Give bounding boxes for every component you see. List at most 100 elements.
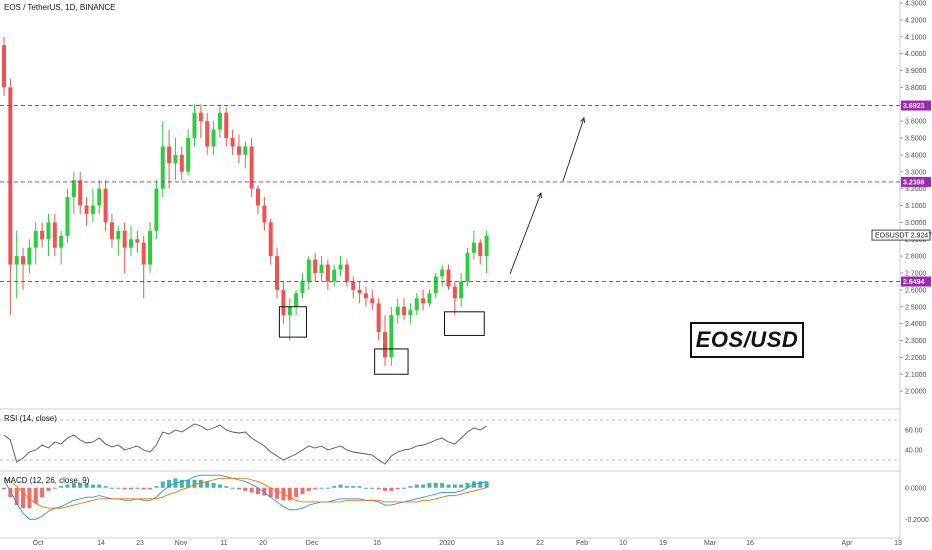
macd-histogram-bar [33, 487, 38, 504]
macd-histogram-bar [332, 486, 337, 488]
macd-histogram-bar [97, 484, 102, 488]
candle-body [59, 235, 64, 248]
candle-body [154, 188, 159, 231]
candle-body [192, 112, 197, 138]
candle-body [90, 205, 95, 214]
price-tick-label: 2.6000 [905, 287, 927, 294]
candle-body [33, 230, 38, 248]
time-tick-label: 13 [496, 540, 504, 547]
candle-body [446, 269, 451, 287]
macd-histogram-bar [135, 487, 140, 489]
candle-body [440, 269, 445, 277]
price-tick-label: 3.0000 [905, 220, 927, 227]
time-tick-label: 2020 [439, 540, 455, 547]
price-tick-label: 2.0000 [905, 389, 927, 396]
price-tick-label: 3.8000 [905, 85, 927, 92]
candle-body [395, 306, 400, 316]
symbol-title: EOS / TetherUS, 1D, BINANCE [4, 3, 116, 12]
level-badge-label: 3.6923 [903, 103, 925, 110]
macd-histogram-bar [459, 484, 464, 488]
candle-body [21, 256, 26, 265]
low-highlight-box [374, 348, 409, 375]
macd-histogram-bar [236, 487, 241, 490]
macd-histogram-bar [294, 487, 299, 498]
candle-body [287, 306, 292, 316]
macd-histogram-bar [338, 484, 343, 488]
macd-histogram-bar [465, 483, 470, 488]
candle-body [179, 154, 184, 172]
candle-body [173, 154, 178, 164]
macd-histogram-bar [452, 484, 457, 488]
macd-histogram-bar [414, 484, 419, 488]
eos-usd-annotation: EOS/USD [690, 322, 804, 358]
candle-body [414, 298, 419, 311]
macd-histogram-bar [484, 481, 489, 488]
current-price-label: EOSUSDT 2.9247 [875, 233, 932, 240]
macd-histogram-bar [8, 487, 13, 498]
level-badge [901, 100, 931, 111]
macd-histogram-bar [325, 487, 330, 489]
time-tick-label: Nov [175, 540, 188, 547]
macd-histogram-bar [256, 487, 260, 495]
macd-histogram-bar [408, 486, 413, 488]
macd-histogram-bar [313, 487, 318, 490]
candle-body [249, 146, 254, 189]
candle-body [256, 188, 260, 206]
candle-body [389, 315, 394, 358]
candle-body [338, 264, 343, 270]
macd-histogram-bar [478, 481, 483, 488]
macd-histogram-bar [427, 483, 432, 488]
candle-body [129, 239, 133, 248]
price-tick-label: 4.2000 [905, 17, 927, 24]
candle-body [459, 281, 464, 299]
macd-histogram-bar [46, 487, 51, 491]
candle-body [262, 205, 267, 223]
macd-histogram-bar [78, 483, 83, 488]
candle-body [325, 264, 330, 282]
time-tick-label: 22 [536, 540, 544, 547]
price-tick-label: 3.9000 [905, 68, 927, 75]
price-tick-label: 2.3000 [905, 338, 927, 345]
macd-histogram-bar [71, 483, 76, 488]
time-tick-label: 19 [659, 540, 667, 547]
candle-body [224, 112, 229, 138]
low-highlight-box [444, 311, 485, 336]
macd-histogram-bar [376, 487, 381, 490]
macd-line [3, 474, 487, 520]
macd-histogram-bar [306, 487, 311, 491]
candle-body [351, 281, 356, 290]
candle-body [275, 256, 280, 290]
rsi-tick-label: 60.00 [905, 428, 923, 435]
macd-histogram-bar [40, 487, 45, 498]
macd-histogram-bar [319, 487, 324, 489]
arrow-head [580, 117, 586, 124]
time-tick-label: Oct [33, 540, 44, 547]
macd-histogram-bar [440, 483, 445, 488]
candle-body [363, 293, 368, 299]
price-tick-label: 2.4000 [905, 321, 927, 328]
candle-body [217, 112, 222, 130]
macd-histogram-bar [446, 484, 451, 488]
level-badge-label: 2.6494 [903, 279, 925, 286]
macd-histogram-bar [90, 484, 95, 488]
candle-body [205, 121, 210, 147]
macd-histogram-bar [402, 487, 407, 489]
macd-tick-label: -0.2000 [905, 517, 929, 524]
candle-body [402, 306, 407, 316]
candle-body [306, 259, 311, 282]
price-tick-label: 3.3000 [905, 169, 927, 176]
candle-body [186, 138, 191, 172]
candle-body [236, 146, 241, 155]
macd-histogram-bar [109, 487, 114, 489]
macd-histogram-bar [59, 486, 64, 488]
macd-histogram-bar [179, 479, 184, 488]
rsi-label: RSI (14, close) [4, 414, 57, 423]
macd-histogram-bar [160, 481, 165, 488]
macd-histogram-bar [211, 483, 216, 488]
macd-histogram-bar [198, 479, 203, 488]
price-tick-label: 2.5000 [905, 304, 927, 311]
macd-histogram-bar [224, 486, 229, 488]
candle-body [332, 269, 337, 282]
macd-histogram-bar [357, 486, 362, 488]
